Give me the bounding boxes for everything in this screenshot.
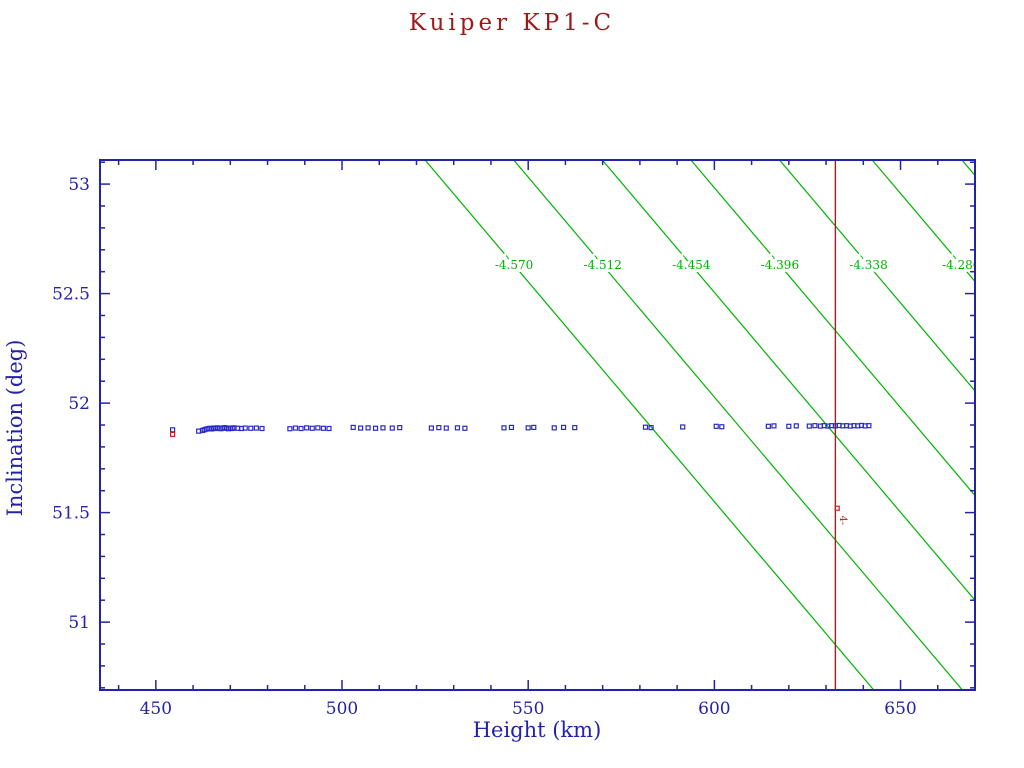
- data-point: [304, 425, 310, 431]
- data-point: [648, 425, 654, 431]
- y-tick-label: 52.5: [52, 285, 90, 305]
- observations-series: [170, 422, 872, 434]
- y-axis-label: Inclination (deg): [3, 340, 27, 517]
- flagged-series: [170, 431, 840, 511]
- data-point: [525, 425, 531, 431]
- point-annotation: 4-: [837, 515, 848, 525]
- data-point: [358, 425, 364, 431]
- contour-label: -4.512: [583, 258, 621, 272]
- plot-frame: [99, 159, 976, 691]
- data-point: [315, 425, 321, 431]
- plot-inner: -4.570 -4.512 -4.454 -4.396 -4.338 -4.280 4-: [170, 160, 980, 690]
- data-point: [508, 424, 515, 431]
- data-point: [786, 423, 792, 429]
- data-point: [806, 423, 812, 429]
- data-point: [531, 424, 537, 431]
- data-point: [380, 425, 386, 431]
- x-tick-label: 650: [884, 699, 916, 719]
- data-point: [572, 425, 578, 431]
- data-point: [292, 425, 299, 431]
- y-tick-label: 51.5: [52, 504, 90, 524]
- contour-line: [513, 160, 963, 690]
- x-tick-label: 450: [140, 699, 172, 719]
- data-point: [253, 425, 259, 431]
- contour-label: -4.338: [849, 258, 887, 272]
- contour-line: [779, 160, 975, 392]
- y-tick-label: 51: [68, 613, 90, 633]
- contour-line: [690, 160, 975, 497]
- contour-label: -4.396: [761, 258, 799, 272]
- data-point: [771, 423, 777, 429]
- x-tick-label: 500: [326, 699, 358, 719]
- contour-label: -4.454: [672, 258, 711, 272]
- data-point: [326, 425, 332, 432]
- y-tick-label: 53: [68, 175, 90, 195]
- data-point: [834, 505, 840, 511]
- data-point: [866, 423, 872, 429]
- x-tick-label: 600: [698, 699, 730, 719]
- tick-labels: 450 500 550 600 650 51 51.5 52 52.5 53: [52, 175, 917, 719]
- data-point: [298, 425, 304, 432]
- data-point: [642, 424, 649, 430]
- contour-label: -4.280: [942, 258, 980, 272]
- x-axis-label: Height (km): [473, 718, 602, 742]
- data-point: [793, 423, 799, 429]
- data-point: [397, 425, 403, 431]
- data-point: [350, 424, 356, 431]
- data-point: [242, 425, 248, 431]
- plot-title: Kuiper KP1-C: [409, 10, 615, 36]
- data-point: [372, 425, 379, 431]
- data-point: [436, 425, 442, 431]
- data-point: [765, 423, 771, 429]
- data-point: [365, 425, 371, 431]
- data-point: [680, 424, 686, 430]
- data-point: [170, 427, 176, 433]
- data-point: [287, 426, 293, 432]
- data-point: [428, 425, 434, 431]
- data-point: [389, 425, 395, 431]
- contour-line: [871, 160, 975, 283]
- data-point: [259, 425, 265, 432]
- x-tick-label: 550: [512, 699, 544, 719]
- data-point: [501, 425, 507, 431]
- data-point: [248, 425, 254, 431]
- contour-label: -4.570: [495, 258, 533, 272]
- data-point: [713, 423, 719, 429]
- data-point: [719, 424, 725, 430]
- plot-content: -4.570 -4.512 -4.454 -4.396 -4.338 -4.2804-45…: [52, 159, 980, 719]
- y-tick-label: 52: [68, 394, 90, 414]
- data-point: [560, 424, 567, 431]
- data-point: [454, 425, 461, 431]
- data-point: [443, 425, 449, 431]
- ticks: [100, 160, 975, 690]
- data-point: [170, 431, 176, 438]
- contour-line: [424, 160, 875, 690]
- data-point: [462, 425, 468, 431]
- data-point: [309, 425, 315, 431]
- data-point: [812, 423, 818, 429]
- data-point: [551, 425, 557, 431]
- data-point: [320, 425, 327, 431]
